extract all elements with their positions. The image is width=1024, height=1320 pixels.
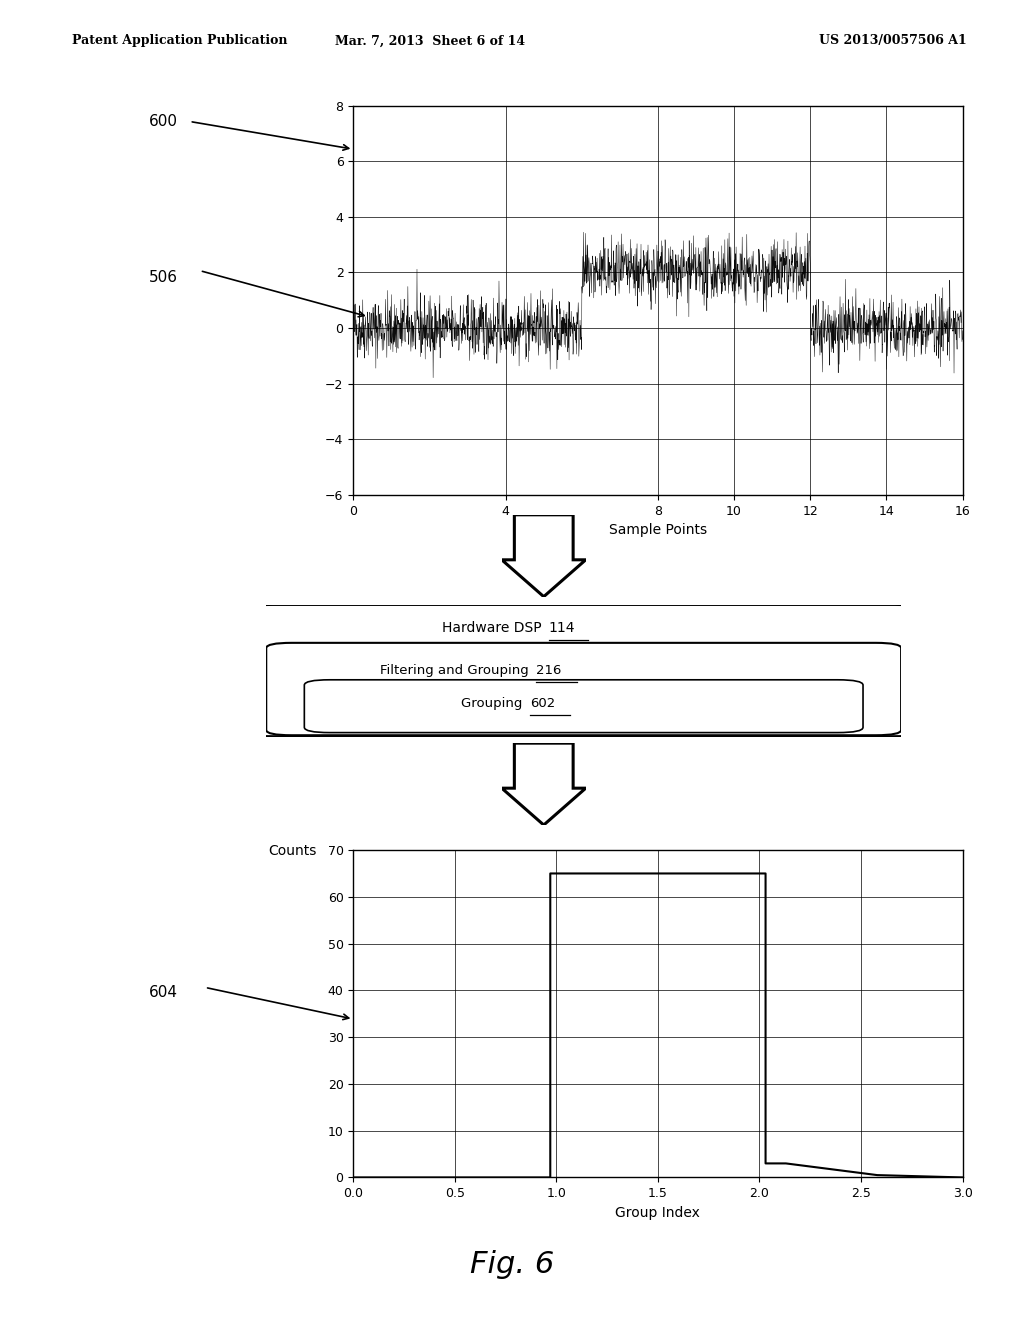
Text: Fig. 6: Fig. 6 [470,1250,554,1279]
Text: 506: 506 [148,269,177,285]
Text: Patent Application Publication: Patent Application Publication [72,34,287,48]
Text: Hardware DSP: Hardware DSP [441,622,546,635]
Text: 216: 216 [537,664,561,677]
Polygon shape [502,743,586,825]
Polygon shape [502,515,586,597]
Text: 600: 600 [148,114,177,129]
X-axis label: Group Index: Group Index [615,1205,700,1220]
Text: Mar. 7, 2013  Sheet 6 of 14: Mar. 7, 2013 Sheet 6 of 14 [335,34,525,48]
Text: 602: 602 [529,697,555,710]
FancyBboxPatch shape [241,605,927,737]
Text: Grouping: Grouping [461,697,526,710]
Text: 114: 114 [549,622,575,635]
X-axis label: Sample Points: Sample Points [609,523,707,537]
Text: Filtering and Grouping: Filtering and Grouping [380,664,532,677]
Text: 604: 604 [148,985,177,1001]
FancyBboxPatch shape [304,680,863,733]
Text: US 2013/0057506 A1: US 2013/0057506 A1 [819,34,967,48]
Text: Counts: Counts [268,845,316,858]
FancyBboxPatch shape [266,643,901,735]
